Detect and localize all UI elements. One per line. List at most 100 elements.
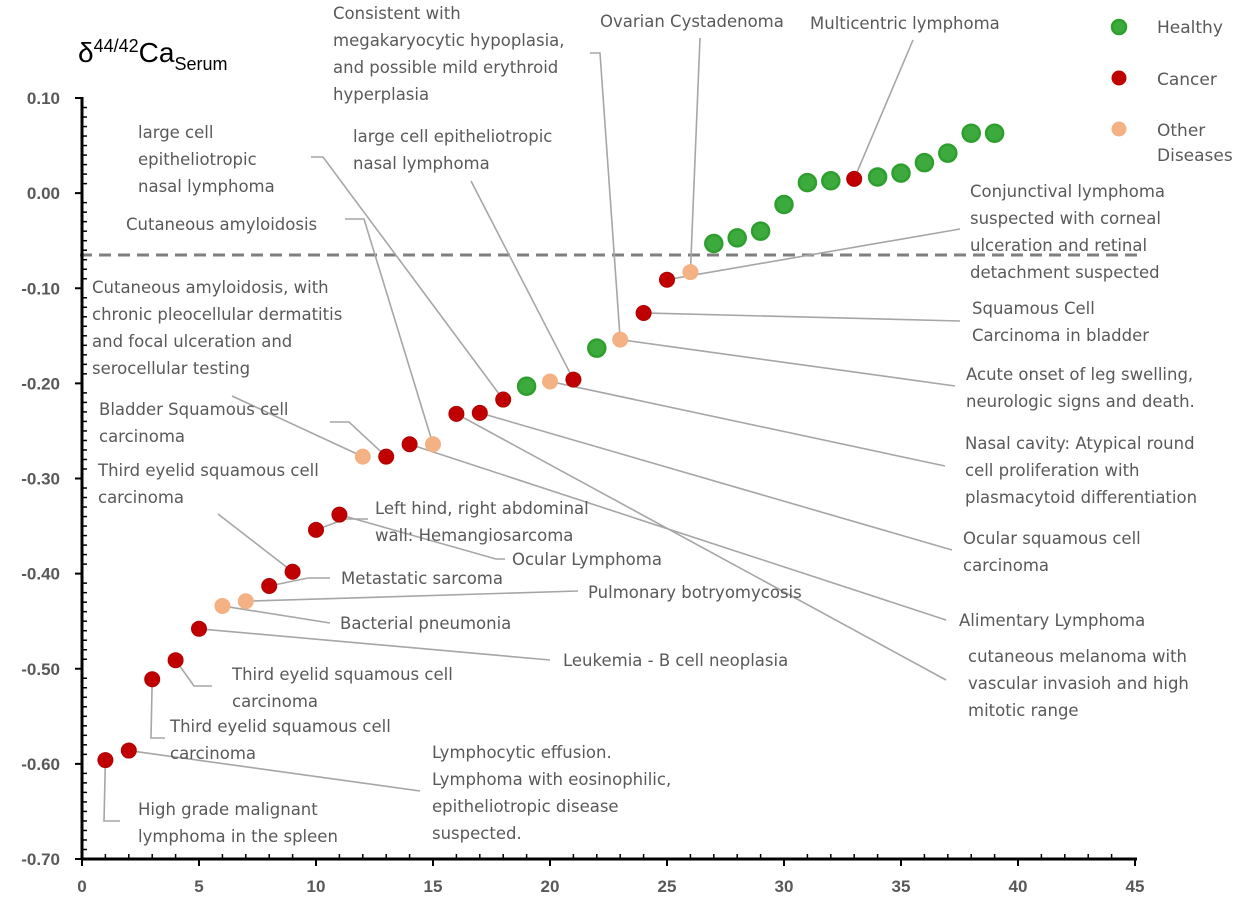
annotation-labels: High grade malignant lymphoma in the sple… xyxy=(92,4,1197,846)
annotation-label-line: carcinoma xyxy=(98,488,184,507)
annotation-label: Bladder Squamous cell carcinoma xyxy=(99,400,289,446)
data-point-healthy xyxy=(867,167,888,187)
y-tick-label: -0.60 xyxy=(21,755,60,774)
x-tick-label: 30 xyxy=(775,877,794,896)
annotation-label-line: wall: Hemangiosarcoma xyxy=(375,526,573,545)
data-point-other-diseases xyxy=(542,373,558,390)
x-tick-label: 45 xyxy=(1126,877,1145,896)
annotation-label-line: megakaryocytic hypoplasia, xyxy=(333,31,565,50)
y-tick-label: -0.30 xyxy=(21,470,60,489)
annotation-label: Third eyelid squamous cell carcinoma xyxy=(169,717,391,763)
y-tick-label: -0.40 xyxy=(21,565,60,584)
annotation-label-line: High grade malignant xyxy=(138,800,318,819)
data-point-healthy xyxy=(961,123,981,143)
annotation-label-line: Bacterial pneumonia xyxy=(340,614,511,633)
annotation-label: large cell epitheliotropic nasal lymphoma xyxy=(353,127,552,173)
annotation-label-line: Left hind, right abdominal xyxy=(375,499,589,518)
annotation-label-line: epitheliotropic xyxy=(138,150,257,169)
data-point-healthy xyxy=(821,171,841,191)
annotation-label-line: Ovarian Cystadenoma xyxy=(600,12,784,31)
data-point-other-diseases xyxy=(354,448,371,465)
data-point-healthy xyxy=(750,221,771,241)
axes: 0.10 0.00 -0.10 -0.20 -0.30 -0.40 -0.50 -0.60 -0… xyxy=(21,89,1144,896)
annotation-label: Ovarian Cystadenoma xyxy=(600,12,784,31)
annotation-leader xyxy=(339,513,505,560)
legend-label: Cancer xyxy=(1157,70,1217,90)
y-label-main: Ca xyxy=(139,37,175,68)
annotation-leader xyxy=(643,312,961,322)
legend-label-line: Other xyxy=(1157,121,1205,141)
data-point-healthy xyxy=(797,172,818,193)
annotation-label-line: Cutaneous amyloidosis xyxy=(126,215,317,234)
annotation-label-line: Alimentary Lymphoma xyxy=(959,611,1145,630)
y-tick-label: -0.70 xyxy=(21,850,60,869)
annotation-label: Leukemia - B cell neoplasia xyxy=(563,651,788,670)
annotation-label-line: mitotic range xyxy=(968,701,1079,720)
annotation-leader xyxy=(222,605,331,624)
annotation-label-line: Consistent with xyxy=(333,4,461,23)
annotation-label-line: carcinoma xyxy=(232,692,318,711)
data-point-cancer xyxy=(565,371,582,388)
y-tick-label: 0.10 xyxy=(27,89,60,108)
data-point-healthy xyxy=(774,194,794,215)
x-tick-label: 40 xyxy=(1009,877,1028,896)
data-point-cancer xyxy=(308,521,324,538)
annotation-leader xyxy=(853,39,914,180)
annotation-label-line: Pulmonary botryomycosis xyxy=(588,583,802,602)
annotation-label: Left hind, right abdominal wall: Hemangio… xyxy=(375,499,589,545)
annotation-leader xyxy=(689,37,701,273)
annotation-leader xyxy=(479,412,953,551)
x-tick-label: 10 xyxy=(307,877,326,896)
annotation-leader xyxy=(311,156,504,401)
annotation-label: High grade malignant lymphoma in the sple… xyxy=(138,800,338,846)
data-point-healthy xyxy=(516,376,537,396)
data-point-cancer xyxy=(378,448,395,465)
annotation-label-line: chronic pleocellular dermatitis xyxy=(92,305,342,324)
data-point-cancer xyxy=(284,563,301,580)
y-label-sup: 44/42 xyxy=(94,36,139,56)
legend-label: Healthy xyxy=(1157,18,1223,38)
annotation-leader xyxy=(150,679,165,739)
x-tick-label: 20 xyxy=(541,877,560,896)
data-point-other-diseases xyxy=(612,331,629,348)
annotation-label-line: and possible mild erythroid xyxy=(333,58,558,77)
data-point-cancer xyxy=(144,671,161,688)
annotation-leader xyxy=(174,659,212,687)
annotation-leader xyxy=(128,749,421,792)
annotation-leader xyxy=(620,338,956,387)
y-label-sub: Serum xyxy=(174,54,227,74)
data-point-healthy xyxy=(891,163,911,183)
annotation-label-line: Lymphocytic effusion. xyxy=(432,743,612,762)
data-point-other-diseases xyxy=(214,597,231,614)
y-tick-label: 0.00 xyxy=(27,184,60,203)
annotation-label-line: ulceration and retinal xyxy=(970,236,1147,255)
annotation-label: Squamous Cell Carcinoma in bladder xyxy=(972,299,1149,345)
annotation-leader xyxy=(345,218,434,445)
annotation-label-line: Nasal cavity: Atypical round xyxy=(965,434,1195,453)
annotation-label: Consistent with megakaryocytic hypoplasia… xyxy=(333,4,565,104)
annotation-label: cutaneous melanoma with vascular invasioh… xyxy=(968,647,1189,720)
data-point-cancer xyxy=(401,436,418,453)
x-tick-label: 25 xyxy=(658,877,677,896)
annotation-leader xyxy=(330,421,387,458)
annotation-leader xyxy=(409,443,947,621)
annotation-label: Acute onset of leg swelling, neurologic s… xyxy=(966,365,1195,411)
annotation-label-line: Conjunctival lymphoma xyxy=(970,182,1165,201)
annotation-label-line: Leukemia - B cell neoplasia xyxy=(563,651,788,670)
annotation-label-line: Bladder Squamous cell xyxy=(99,400,289,419)
annotation-label-line: nasal lymphoma xyxy=(138,177,275,196)
annotation-label-line: suspected with corneal xyxy=(970,209,1161,228)
data-point-other-diseases xyxy=(682,264,699,281)
annotation-leader xyxy=(198,628,551,661)
annotation-leader xyxy=(590,52,621,340)
annotation-label-line: Third eyelid squamous cell xyxy=(169,717,391,736)
annotation-label-line: hyperplasia xyxy=(333,85,429,104)
annotation-label: Alimentary Lymphoma xyxy=(959,611,1145,630)
annotation-label-line: epitheliotropic disease xyxy=(432,797,619,816)
data-point-cancer xyxy=(846,170,863,187)
y-tick-label: -0.50 xyxy=(21,660,60,679)
annotation-leader xyxy=(245,590,579,603)
annotation-label-line: suspected. xyxy=(432,824,522,843)
data-point-cancer xyxy=(97,752,114,769)
annotation-leader xyxy=(269,577,330,587)
